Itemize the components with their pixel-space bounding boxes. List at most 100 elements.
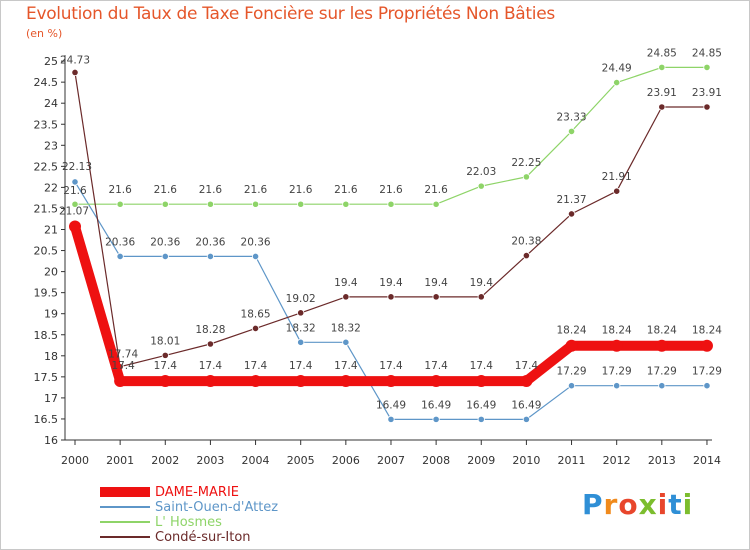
- chart-unit-label: (en %): [26, 27, 63, 40]
- series-point: [206, 340, 215, 348]
- series-point: [116, 200, 124, 208]
- x-tick-label: 2012: [603, 454, 631, 467]
- series-point: [297, 309, 305, 317]
- y-tick-label: 24: [44, 97, 58, 110]
- y-tick-label: 19.5: [34, 287, 59, 300]
- y-tick-label: 20.5: [34, 245, 59, 258]
- logo-letter: i: [657, 488, 669, 521]
- series-point: [522, 252, 531, 260]
- y-tick-label: 21: [44, 224, 58, 237]
- logo-letter: x: [638, 488, 658, 521]
- data-label: 21.6: [289, 184, 313, 196]
- series-point: [251, 324, 260, 333]
- x-tick-label: 2001: [106, 454, 134, 467]
- data-label: 18.24: [557, 325, 587, 337]
- series-point: [475, 375, 488, 388]
- logo-letter: o: [618, 488, 639, 521]
- data-label: 20.38: [511, 236, 541, 248]
- legend-swatch: [100, 487, 150, 497]
- data-label: 18.32: [331, 322, 361, 334]
- y-tick-label: 24.5: [34, 76, 59, 89]
- legend-label: DAME-MARIE: [155, 485, 239, 500]
- series-point: [297, 338, 305, 346]
- data-label: 21.6: [334, 184, 358, 196]
- logo-letter: t: [668, 488, 683, 521]
- x-tick-label: 2008: [422, 454, 450, 467]
- series-point: [116, 252, 124, 261]
- series-point: [342, 338, 350, 346]
- series-point: [342, 200, 350, 208]
- data-label: 18.01: [150, 335, 180, 347]
- data-label: 17.29: [557, 366, 587, 378]
- x-tick-label: 2003: [196, 454, 224, 467]
- legend-item: Condé-sur-Iton: [100, 530, 420, 545]
- data-label: 20.36: [241, 236, 271, 248]
- series-point: [342, 293, 350, 301]
- logo-letter: r: [603, 488, 619, 521]
- chart-legend: DAME-MARIE Saint-Ouen-d'Attez L' Hosmes Con…: [100, 485, 420, 545]
- data-label: 19.4: [334, 277, 358, 289]
- data-label: 21.07: [59, 206, 89, 218]
- logo-letter: i: [682, 488, 694, 521]
- series-point: [658, 103, 666, 111]
- series-point: [703, 63, 711, 72]
- legend-item: L' Hosmes: [100, 515, 420, 530]
- series-point: [613, 187, 621, 195]
- data-label: 17.29: [602, 366, 632, 378]
- data-label: 23.91: [647, 87, 677, 99]
- series-point: [161, 252, 169, 261]
- data-label: 20.36: [195, 236, 225, 248]
- x-tick-label: 2006: [332, 454, 360, 467]
- series-point: [71, 178, 79, 186]
- y-tick-label: 18.5: [34, 329, 59, 342]
- series-line-0: [70, 221, 712, 387]
- data-label: 16.49: [466, 399, 496, 411]
- series-point: [477, 182, 485, 190]
- series-point: [703, 103, 711, 111]
- x-tick-label: 2007: [377, 454, 405, 467]
- y-tick-label: 23: [44, 139, 58, 152]
- y-tick-label: 17: [44, 392, 58, 405]
- data-label: 19.4: [424, 277, 448, 289]
- data-label: 21.37: [557, 194, 587, 206]
- series-point: [204, 375, 217, 388]
- data-label: 17.4: [424, 360, 448, 372]
- series-point: [613, 78, 621, 87]
- data-label: 22.25: [511, 157, 541, 169]
- data-label: 21.6: [424, 184, 448, 196]
- y-tick-label: 25: [44, 55, 58, 68]
- series-point: [384, 375, 397, 388]
- data-label: 19.4: [379, 277, 403, 289]
- series-point: [206, 252, 215, 261]
- series-point: [567, 382, 576, 390]
- series-point: [432, 415, 440, 423]
- data-label: 17.29: [647, 366, 677, 378]
- logo-letter: P: [582, 488, 604, 521]
- data-label: 17.4: [244, 360, 268, 372]
- x-tick-label: 2009: [467, 454, 495, 467]
- x-tick-label: 2004: [242, 454, 270, 467]
- legend-item: DAME-MARIE: [100, 485, 420, 500]
- series-point: [477, 293, 485, 301]
- series-point: [432, 293, 440, 301]
- x-tick-label: 2011: [558, 454, 586, 467]
- series-point: [613, 382, 621, 390]
- data-label: 20.36: [150, 236, 180, 248]
- data-label: 21.6: [199, 184, 223, 196]
- data-label: 21.6: [244, 184, 268, 196]
- x-tick-label: 2000: [61, 454, 89, 467]
- data-label: 17.4: [379, 360, 403, 372]
- data-label: 22.13: [62, 161, 92, 173]
- data-label: 17.4: [334, 360, 358, 372]
- y-tick-label: 18: [44, 350, 58, 363]
- legend-item: Saint-Ouen-d'Attez: [100, 500, 420, 515]
- data-label: 20.36: [105, 236, 135, 248]
- legend-label: Condé-sur-Iton: [155, 530, 251, 545]
- data-label: 18.28: [195, 324, 225, 336]
- series-point: [567, 210, 576, 218]
- legend-label: Saint-Ouen-d'Attez: [155, 500, 279, 515]
- data-label: 19.4: [470, 277, 494, 289]
- series-point: [430, 375, 443, 388]
- series-point: [161, 351, 169, 359]
